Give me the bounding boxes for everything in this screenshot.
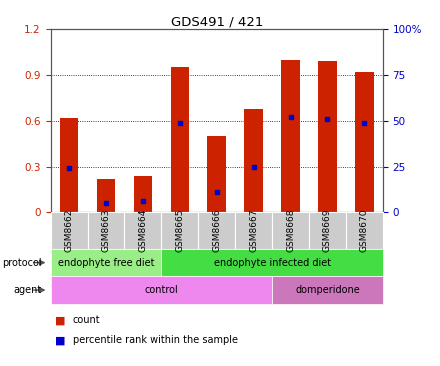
Bar bbox=[244, 109, 263, 212]
Text: GSM8666: GSM8666 bbox=[212, 209, 221, 252]
Text: control: control bbox=[144, 285, 178, 295]
Text: GSM8670: GSM8670 bbox=[360, 209, 369, 252]
Text: protocol: protocol bbox=[2, 258, 42, 268]
Text: endophyte infected diet: endophyte infected diet bbox=[213, 258, 330, 268]
Text: percentile rank within the sample: percentile rank within the sample bbox=[73, 335, 238, 346]
Bar bbox=[97, 179, 115, 212]
Text: domperidone: domperidone bbox=[295, 285, 360, 295]
Text: GSM8668: GSM8668 bbox=[286, 209, 295, 252]
Text: ■: ■ bbox=[55, 335, 66, 346]
Text: GSM8662: GSM8662 bbox=[65, 209, 73, 252]
Bar bbox=[355, 72, 374, 212]
Text: count: count bbox=[73, 315, 100, 325]
Text: GSM8665: GSM8665 bbox=[175, 209, 184, 252]
Text: ■: ■ bbox=[55, 315, 66, 325]
Bar bbox=[208, 136, 226, 212]
Bar bbox=[134, 176, 152, 212]
Text: agent: agent bbox=[14, 285, 42, 295]
Text: GSM8669: GSM8669 bbox=[323, 209, 332, 252]
Bar bbox=[318, 61, 337, 212]
Bar bbox=[171, 67, 189, 212]
Text: endophyte free diet: endophyte free diet bbox=[58, 258, 154, 268]
Text: GSM8667: GSM8667 bbox=[249, 209, 258, 252]
Text: GSM8664: GSM8664 bbox=[138, 209, 147, 252]
Text: GSM8663: GSM8663 bbox=[102, 209, 110, 252]
Title: GDS491 / 421: GDS491 / 421 bbox=[171, 15, 263, 28]
Bar bbox=[60, 118, 78, 212]
Bar bbox=[281, 60, 300, 212]
